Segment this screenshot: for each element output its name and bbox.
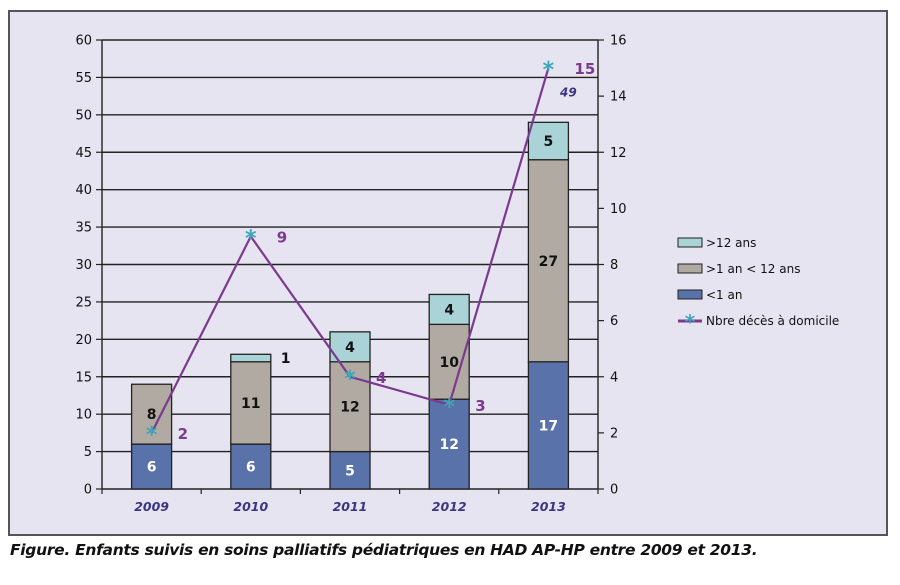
legend-swatch — [677, 263, 703, 274]
left-axis-tick-label: 55 — [75, 71, 92, 86]
right-axis-tick-label: 12 — [610, 146, 627, 161]
right-axis-tick-label: 6 — [610, 314, 618, 329]
left-axis-tick-label: 20 — [75, 333, 92, 348]
legend-swatch — [677, 289, 703, 300]
right-axis-tick-label: 8 — [610, 258, 618, 273]
bar-segment — [130, 443, 173, 490]
bar-segment — [527, 159, 570, 363]
x-axis-category-label: 2012 — [432, 499, 467, 514]
bar-segment-label: 6 — [147, 460, 157, 476]
left-axis-tick-label: 0 — [84, 483, 92, 498]
bar-segment-label: 8 — [147, 407, 157, 423]
legend-marker-asterisk: * — [685, 310, 696, 334]
bar-segment-label: 1 — [281, 351, 291, 367]
line-marker-asterisk: * — [146, 423, 158, 448]
bar-segment-label: 12 — [439, 437, 458, 453]
legend-label: >1 an < 12 ans — [706, 262, 800, 276]
legend-swatch — [677, 237, 703, 248]
left-axis-tick-label: 5 — [84, 445, 92, 460]
line-marker-asterisk: * — [245, 226, 257, 251]
bar-segment — [527, 121, 570, 161]
bar-segment-label: 5 — [544, 134, 554, 150]
bar-segment — [230, 443, 272, 490]
left-axis-tick-label: 35 — [75, 221, 92, 236]
left-axis-tick-label: 45 — [75, 146, 92, 161]
x-axis-category-label: 2010 — [233, 499, 268, 514]
right-axis-tick-label: 16 — [610, 34, 627, 49]
x-axis-category-label: 2009 — [134, 499, 169, 514]
bar-segment — [428, 293, 470, 326]
bar-segment — [428, 398, 470, 490]
legend-label: >12 ans — [706, 236, 756, 250]
bar-segment — [130, 383, 173, 445]
bar-segment-label: 27 — [539, 254, 558, 270]
bar-segment — [230, 353, 272, 363]
figure-caption: Figure. Enfants suivis en soins palliati… — [10, 541, 758, 559]
left-axis-tick-label: 15 — [75, 370, 92, 385]
bar-segment — [527, 361, 570, 490]
left-axis-tick-label: 40 — [75, 183, 92, 198]
line-marker-asterisk: * — [344, 367, 356, 392]
left-axis-tick-label: 30 — [75, 258, 92, 273]
bar-segment-label: 4 — [345, 340, 355, 356]
x-axis-category-label: 2011 — [333, 499, 368, 514]
right-axis-tick-label: 4 — [610, 370, 618, 385]
legend-label: <1 an — [706, 288, 742, 302]
bar-segment — [329, 331, 371, 363]
line-data-label: 3 — [475, 397, 485, 415]
left-axis-tick-label: 60 — [75, 34, 92, 49]
right-axis-tick-label: 2 — [610, 426, 618, 441]
line-data-label: 15 — [574, 60, 595, 78]
left-axis-tick-label: 10 — [75, 408, 92, 423]
bar-segment-label: 11 — [241, 396, 260, 412]
x-axis-category-label: 2013 — [531, 499, 566, 514]
line-marker-asterisk: * — [543, 58, 555, 83]
right-axis-tick-label: 10 — [610, 202, 627, 217]
bar-segment — [329, 450, 371, 490]
right-axis-tick-label: 0 — [610, 483, 618, 498]
bar-segment-label: 5 — [345, 463, 355, 479]
bar-segment-label: 4 — [444, 302, 454, 318]
bar-segment-label: 6 — [246, 460, 256, 476]
legend-label: Nbre décès à domicile — [706, 314, 839, 328]
line-data-label: 4 — [376, 369, 386, 387]
line-series — [150, 67, 550, 434]
line-data-label: 9 — [277, 228, 287, 246]
bar-segment-label: 10 — [439, 355, 459, 371]
line-marker-asterisk: * — [443, 395, 455, 420]
line-data-label: 2 — [178, 425, 188, 443]
stacked-bar-line-chart: 0510152025303540455055600246810121416200… — [75, 34, 839, 515]
left-axis-tick-label: 50 — [75, 108, 92, 123]
right-axis-tick-label: 14 — [610, 90, 627, 105]
bar-segment-label: 17 — [539, 418, 558, 434]
bar-segment-label: 12 — [340, 400, 359, 416]
left-axis-tick-label: 25 — [75, 295, 92, 310]
bar-total-label: 49 — [559, 85, 577, 99]
